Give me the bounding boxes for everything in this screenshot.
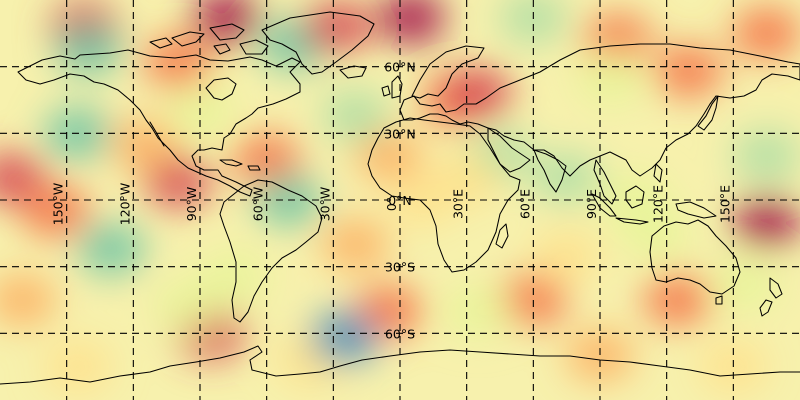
field-blob — [732, 7, 800, 60]
coastline-africa — [367, 117, 521, 273]
lon-label: 60°E — [517, 189, 532, 219]
coastline-india — [533, 149, 567, 193]
graticule-labels: 150°W 120°W 90°W 60°W 30°W 0° 30°E 60°E 90°E 120°… — [51, 60, 733, 342]
coastline-great-britain — [391, 75, 403, 99]
lon-label: 0° — [384, 197, 399, 211]
lon-label: 120°E — [651, 185, 666, 223]
lat-label: 60°N — [384, 60, 416, 75]
field-blob — [143, 36, 212, 89]
field-blob — [321, 89, 390, 142]
coastline-south-america — [219, 179, 323, 323]
field-blob — [710, 258, 779, 311]
coastline-antarctica — [0, 345, 800, 385]
lat-label: 60°S — [385, 326, 415, 341]
field-blob — [192, 0, 261, 44]
coastline-japan — [697, 95, 719, 131]
field-blob — [199, 251, 268, 304]
field-blob — [303, 0, 372, 53]
lon-label: 30°W — [317, 187, 332, 222]
lat-label: 0°N — [388, 193, 412, 208]
field-blob — [499, 0, 568, 44]
field-blob — [643, 274, 712, 326]
field-blob — [577, 51, 646, 104]
field-blob — [377, 0, 446, 44]
coastline-philippines — [653, 163, 663, 183]
field-blob — [654, 45, 723, 98]
field-blob — [443, 67, 512, 120]
field-blob — [154, 280, 223, 333]
coastline-hispaniola — [247, 165, 261, 171]
coastline-baja — [149, 121, 165, 147]
field-blob — [110, 118, 179, 171]
coastline-new-zealand — [759, 277, 783, 317]
coastline-greenland — [261, 11, 375, 75]
field-blob — [732, 129, 800, 182]
coastline-new-guinea — [675, 201, 717, 219]
field-blob — [0, 151, 46, 204]
field-blob — [532, 151, 601, 204]
field-blob — [0, 274, 57, 326]
field-blob — [443, 285, 512, 338]
field-blob — [21, 185, 90, 238]
coastline-tasmania — [715, 295, 723, 305]
lon-label: 150°W — [51, 183, 66, 225]
field-blob — [432, 151, 501, 204]
field-blob — [732, 196, 800, 249]
lon-label: 150°E — [717, 185, 732, 223]
coastline-cuba — [219, 159, 243, 167]
lon-label: 120°W — [117, 183, 132, 225]
field-blob — [583, 14, 652, 66]
coastline-java — [615, 217, 649, 225]
coastline-ireland — [381, 85, 391, 97]
field-blob — [43, 340, 112, 393]
field-blob — [354, 129, 423, 182]
lon-label: 90°W — [184, 187, 199, 222]
coastline-scandinavia — [411, 45, 485, 99]
coastline-hudson-bay — [205, 77, 237, 101]
lat-label: 30°N — [384, 126, 416, 141]
lat-label: 30°S — [385, 260, 415, 275]
field-blob — [321, 218, 390, 271]
coastline-indochina — [593, 159, 617, 205]
field-blob — [143, 156, 212, 209]
field-blob — [310, 311, 379, 364]
coastline-australia — [649, 219, 741, 295]
coastline-madagascar — [495, 223, 509, 249]
lon-label: 60°W — [251, 187, 266, 222]
coastlines — [0, 11, 800, 385]
lon-label: 90°E — [584, 189, 599, 219]
lon-label: 30°E — [451, 189, 466, 219]
coastline-north-america — [17, 49, 301, 197]
field-blob — [77, 222, 146, 275]
field-blob — [532, 229, 601, 282]
coastline-eurasia — [399, 43, 800, 177]
field-blob — [566, 329, 634, 382]
coastline-arabia — [487, 127, 531, 173]
field-blob — [54, 22, 123, 75]
